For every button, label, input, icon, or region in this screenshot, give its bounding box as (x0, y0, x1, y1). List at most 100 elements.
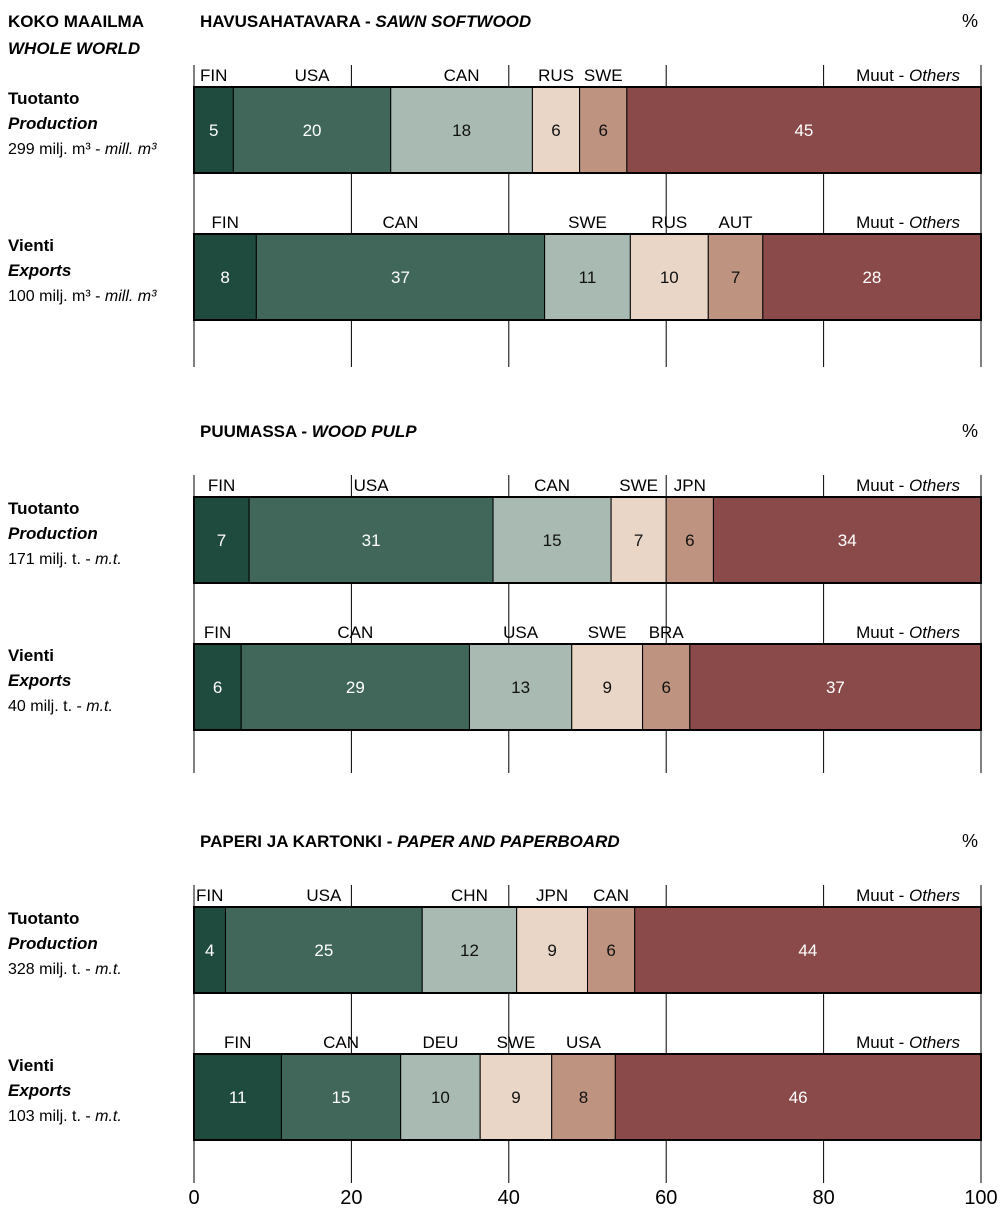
bar-segment (571, 643, 644, 731)
x-tick-label: 60 (655, 1187, 677, 1209)
segment-value: 28 (862, 268, 881, 287)
panel-title: HAVUSAHATAVARA - SAWN SOFTWOOD (200, 12, 531, 31)
segment-value: 34 (838, 531, 857, 550)
category-label: BRA (649, 623, 685, 642)
bar-segment (240, 643, 470, 731)
chart-panel: PUUMASSA - WOOD PULP % Tuotanto Production 1… (8, 421, 982, 731)
header-line1: KOKO MAAILMA (8, 12, 144, 31)
x-tick-label: 0 (188, 1187, 199, 1209)
bar-segment (248, 496, 494, 584)
category-label: FIN (200, 66, 227, 85)
segment-value: 15 (543, 531, 562, 550)
segment-value: 44 (798, 941, 817, 960)
bar-border (193, 1053, 982, 1141)
bar-segment (689, 643, 982, 731)
segment-value: 25 (314, 941, 333, 960)
category-label: FIN (211, 213, 238, 232)
segment-value: 12 (460, 941, 479, 960)
row-volume: 103 milj. t. - m.t. (8, 1108, 122, 1125)
bar-segment (544, 233, 631, 321)
header-line2: WHOLE WORLD (8, 39, 140, 58)
category-label: RUS (651, 213, 687, 232)
category-label: CAN (383, 213, 419, 232)
segment-value: 18 (452, 121, 471, 140)
segment-value: 7 (634, 531, 643, 550)
segment-value: 29 (346, 678, 365, 697)
bar-segment (626, 86, 982, 174)
segment-value: 6 (606, 941, 615, 960)
row-volume: 328 milj. t. - m.t. (8, 961, 122, 978)
category-label: USA (354, 476, 390, 495)
segment-value: 6 (661, 678, 670, 697)
segment-value: 31 (362, 531, 381, 550)
row-label-en: Production (8, 524, 98, 543)
segment-value: 37 (391, 268, 410, 287)
x-tick-label: 40 (498, 1187, 520, 1209)
segment-value: 46 (789, 1088, 808, 1107)
category-label: JPN (536, 886, 568, 905)
segment-value: 6 (551, 121, 560, 140)
row-label: Vienti (8, 1056, 54, 1075)
bar-border (193, 233, 982, 321)
segment-value: 11 (579, 268, 597, 287)
bar-segment (224, 906, 423, 994)
bar-segment (610, 496, 667, 584)
row-label-en: Production (8, 114, 98, 133)
category-label: RUS (538, 66, 574, 85)
segment-value: 4 (205, 941, 214, 960)
segment-value: 11 (229, 1088, 247, 1107)
category-label: CHN (451, 886, 488, 905)
bar-segment (400, 1053, 481, 1141)
category-label: FIN (196, 886, 223, 905)
category-label-others: Muut - Others (856, 886, 960, 905)
category-label: AUT (719, 213, 753, 232)
row-label: Vienti (8, 646, 54, 665)
row-label: Tuotanto (8, 909, 79, 928)
bar-segment (255, 233, 546, 321)
percent-sign: % (962, 11, 978, 31)
bar-border (193, 86, 982, 174)
percent-sign: % (962, 421, 978, 441)
category-label: CAN (337, 623, 373, 642)
category-label-others: Muut - Others (856, 476, 960, 495)
chart-panels: HAVUSAHATAVARA - SAWN SOFTWOOD %TuotantoP… (8, 11, 982, 1141)
category-label: CAN (444, 66, 480, 85)
chart-panel: HAVUSAHATAVARA - SAWN SOFTWOOD % Tuotanto P… (8, 11, 982, 321)
bar-segment (707, 233, 764, 321)
bar-segment (193, 233, 257, 321)
category-label: SWE (588, 623, 627, 642)
category-label: FIN (208, 476, 235, 495)
chart-panel: PAPERI JA KARTONKI - PAPER AND PAPERBOAR… (8, 831, 982, 1141)
segment-value: 5 (209, 121, 218, 140)
segment-value: 7 (731, 268, 740, 287)
bar-border (193, 496, 982, 584)
x-tick-label: 20 (340, 1187, 362, 1209)
row-volume: 299 milj. m³ - mill. m³ (8, 141, 157, 158)
category-label-others: Muut - Others (856, 1033, 960, 1052)
bar-border (193, 643, 982, 731)
segment-value: 7 (217, 531, 226, 550)
x-axis: 0 20 40 60 80 100 (188, 1187, 997, 1209)
segment-value: 10 (660, 268, 679, 287)
category-label: SWE (584, 66, 623, 85)
category-label: USA (306, 886, 342, 905)
segment-value: 45 (794, 121, 813, 140)
bar-segment (642, 643, 691, 731)
bar-segment (712, 496, 982, 584)
category-label: USA (566, 1033, 602, 1052)
row-label: Tuotanto (8, 89, 79, 108)
bar-segment (614, 1053, 982, 1141)
category-label-others: Muut - Others (856, 623, 960, 642)
segment-value: 9 (511, 1088, 520, 1107)
row-volume: 171 milj. t. - m.t. (8, 551, 122, 568)
panel-title: PUUMASSA - WOOD PULP (200, 422, 417, 441)
segment-value: 13 (511, 678, 530, 697)
bar-segment (492, 496, 612, 584)
category-label: SWE (568, 213, 607, 232)
segment-value: 6 (599, 121, 608, 140)
segment-value: 37 (826, 678, 845, 697)
row-label: Tuotanto (8, 499, 79, 518)
row-volume: 100 milj. m³ - mill. m³ (8, 288, 157, 305)
category-label: USA (503, 623, 539, 642)
segment-value: 20 (303, 121, 322, 140)
